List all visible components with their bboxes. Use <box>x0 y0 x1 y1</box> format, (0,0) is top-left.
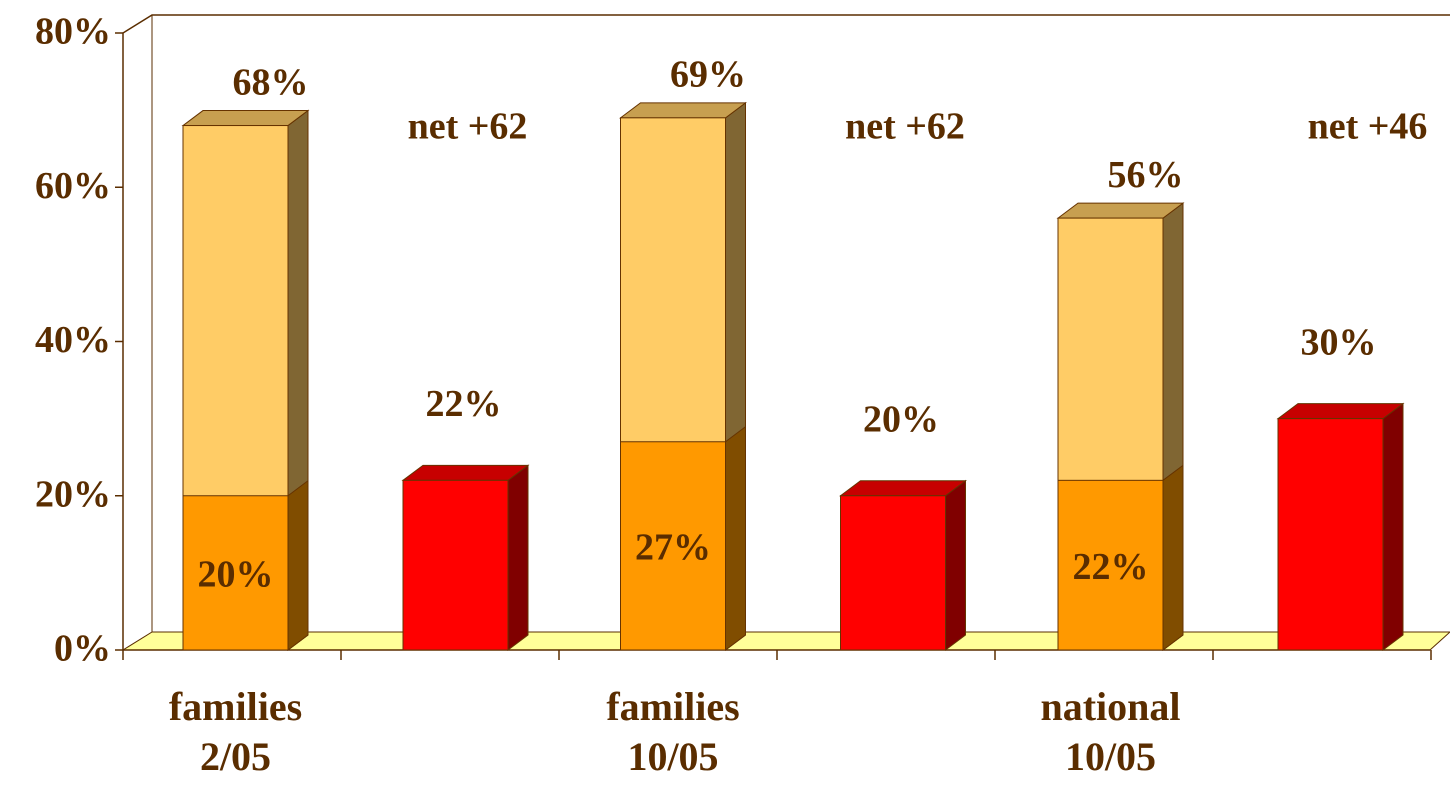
bar-top <box>401 464 530 481</box>
bar-side <box>287 479 309 651</box>
x-tick-label: families 2/05 <box>168 684 303 779</box>
bar-side <box>507 464 529 651</box>
segment-label: 27% <box>635 527 711 569</box>
bar-top <box>1056 202 1185 219</box>
value-label: 22% <box>426 383 502 425</box>
back-wall <box>122 14 1450 650</box>
total-label: 68% <box>233 61 309 103</box>
bar-side <box>1162 464 1184 651</box>
x-tick-label: families 10/05 <box>606 684 740 779</box>
bar-side <box>1382 402 1404 651</box>
annotation: net +62 <box>408 106 528 148</box>
y-tick-label: 60% <box>35 165 111 207</box>
y-tick-label: 80% <box>35 11 111 53</box>
bar-top <box>181 110 310 127</box>
bar-side <box>945 479 966 651</box>
y-tick-label: 20% <box>35 473 111 515</box>
x-tick-label: national 10/05 <box>1040 684 1181 779</box>
bar-side <box>725 425 746 651</box>
bar-top <box>619 102 747 119</box>
bar <box>1277 418 1384 651</box>
total-label: 56% <box>1108 154 1184 196</box>
y-tick-label: 40% <box>35 319 111 361</box>
value-label: 30% <box>1301 321 1377 363</box>
bar <box>402 479 509 651</box>
bar <box>620 441 726 651</box>
annotation: net +46 <box>1308 106 1428 148</box>
bar-top <box>1276 403 1405 420</box>
bar <box>182 495 289 651</box>
bar-top <box>839 480 967 497</box>
bar <box>1057 479 1164 651</box>
y-tick-label: 0% <box>54 628 111 670</box>
segment-label: 22% <box>1073 546 1149 588</box>
bar <box>840 495 946 651</box>
value-label: 20% <box>863 398 939 440</box>
floor <box>121 631 1450 651</box>
total-label: 69% <box>670 54 746 96</box>
segment-label: 20% <box>198 554 274 596</box>
annotation: net +62 <box>845 106 965 148</box>
